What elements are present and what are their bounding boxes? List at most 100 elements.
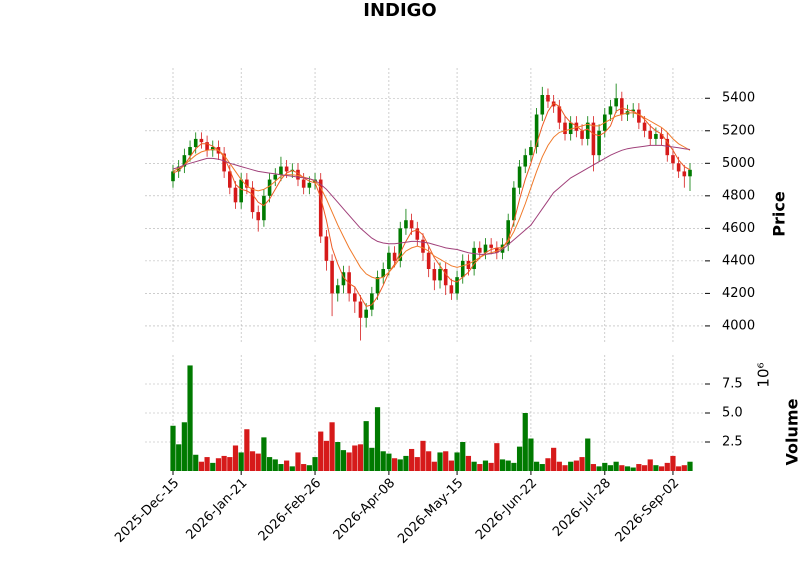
candle-body [398,228,403,261]
y-tick-label: 5000 [722,156,755,171]
candle-body [455,277,459,294]
x-tick-label: 2026-Sep-02 [613,476,683,546]
candle-body [358,301,363,318]
candle-body [568,122,573,135]
candle-body [188,147,192,156]
candle-body [654,134,658,139]
volume-bar [318,431,324,471]
candle-body [585,122,590,139]
volume-bar [494,443,500,471]
volume-bar [176,444,182,471]
candle-body [296,169,300,180]
candle-body [222,153,226,172]
candle-body [199,138,204,143]
candle-body [574,122,579,131]
candle-body [245,179,249,188]
volume-bar [397,459,403,471]
volume-bar [636,464,642,471]
volume-bar [181,422,187,471]
volume-bar [681,465,687,471]
volume-bar [232,445,239,471]
candle-body [279,166,283,175]
candle-body [659,134,664,139]
chart-title: INDIGO [363,0,436,21]
x-tick-label: 2026-Jul-28 [550,476,614,540]
volume-bar [545,458,551,471]
candle-body [426,252,431,270]
volume-bar [312,457,318,471]
candle-body [335,285,340,294]
volume-bar [204,457,210,471]
candle-body [421,239,425,253]
volume-bar [340,450,347,471]
candle-body [284,166,289,172]
candle-body [608,106,613,115]
volume-bar [170,425,176,471]
volume-bar [323,440,329,471]
y-tick-label: 4200 [722,286,755,301]
volume-bar [352,445,358,471]
volume-bar [465,455,472,471]
candle-body [228,171,232,188]
y-tick-label: 5400 [722,91,755,106]
candle-body [438,269,442,281]
candle-body [483,244,488,253]
volume-bar [215,458,222,471]
candle-body [557,106,562,123]
candle-body [631,109,635,112]
y-tick-label: 4000 [722,318,755,333]
volume-bar [585,438,591,471]
volume-bar [266,457,273,471]
volume-bar [448,460,454,471]
volume-bar [676,466,682,471]
volume-bar [357,444,364,471]
candle-body [370,293,374,310]
volume-bar [301,464,307,471]
y-tick-label: 2.5 [722,435,743,450]
candle-body [443,269,448,286]
y-tick-label: 7.5 [722,377,743,392]
volume-bar [369,447,375,471]
candle-body [620,98,624,115]
volume-bar [335,442,341,471]
candle-body [387,252,391,270]
volume-bar [596,466,602,471]
volume-bar [630,467,636,471]
candle-body [250,187,255,213]
volume-bar [670,455,676,471]
x-tick-label: 2026-Apr-08 [331,476,398,543]
candle-body [523,155,528,167]
candle-body [239,179,243,203]
volume-bar [420,440,426,471]
volume-bar [210,462,216,471]
volume-bar [363,421,369,471]
candle-body [466,260,471,270]
moving-average-line [172,102,691,307]
candle-body [563,122,567,135]
candle-body [182,155,187,167]
volume-bar [193,454,199,471]
y-tick-label: 5.0 [722,406,743,421]
y-tick-label: 4600 [722,221,755,236]
volume-bar [664,462,670,471]
volume-bar [511,462,517,471]
volume-bar [437,452,443,471]
volume-bar [329,422,335,471]
candle-body [318,179,323,237]
candle-body [392,252,397,261]
candle-body [330,260,334,294]
volume-bar [289,466,295,471]
volume-bar [403,455,409,471]
volume-bar [443,451,449,471]
candle-body [676,163,681,172]
volume-bar [499,459,506,471]
volume-bar [255,453,261,471]
candle-body [580,130,584,139]
volume-bar [278,464,284,471]
candle-body [273,174,278,180]
volume-bar [284,460,290,471]
candle-body [540,94,545,115]
volume-bar [295,452,301,471]
candle-body [176,166,181,172]
candle-body [347,272,351,294]
